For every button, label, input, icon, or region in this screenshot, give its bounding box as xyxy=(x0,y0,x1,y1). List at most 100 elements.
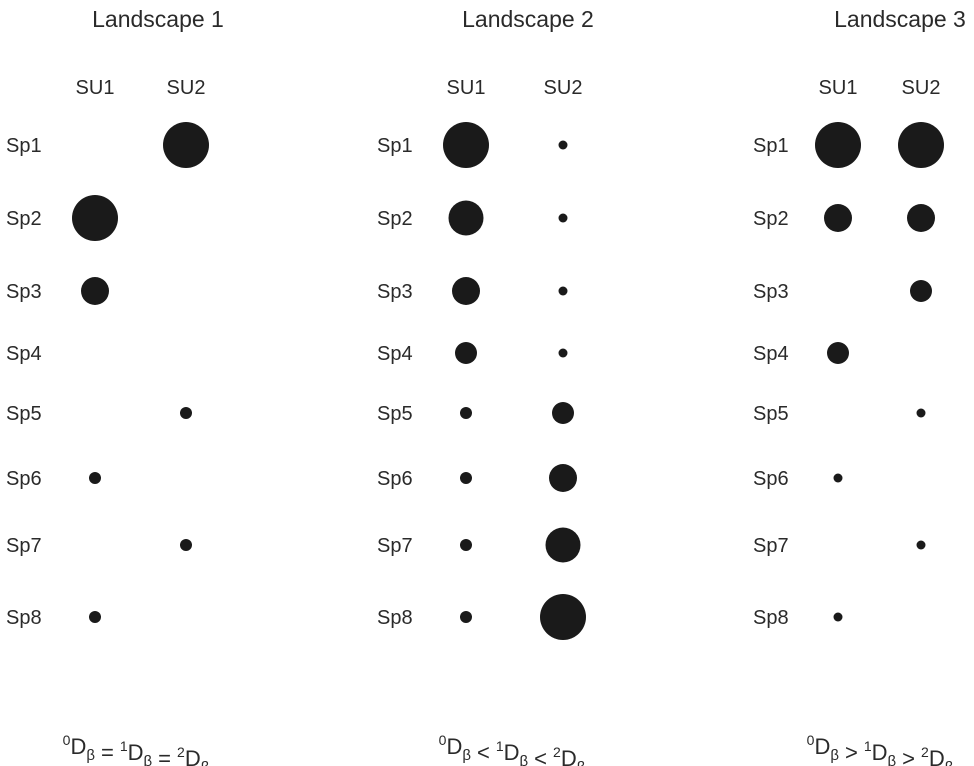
formula-d: D xyxy=(70,734,86,759)
abundance-dot-sp4-su1 xyxy=(827,342,849,364)
abundance-dot-sp8-su2 xyxy=(540,594,586,640)
formula-beta-subscript: β xyxy=(462,747,471,764)
abundance-dot-sp2-su1 xyxy=(72,195,118,241)
formula-operator: = xyxy=(101,740,114,765)
abundance-dot-sp3-su2 xyxy=(558,286,568,296)
formula-beta-subscript: β xyxy=(888,753,897,766)
abundance-dot-sp5-su2 xyxy=(916,408,926,418)
panel-title: Landscape 3 xyxy=(834,6,966,32)
species-label-sp1: Sp1 xyxy=(377,135,413,157)
formula-order-superscript: 1 xyxy=(864,738,872,754)
diversity-formula: 0Dβ=1Dβ=2Dβ xyxy=(63,732,210,766)
species-label-sp2: Sp2 xyxy=(377,208,413,230)
abundance-dot-sp8-su1 xyxy=(833,612,843,622)
species-label-sp6: Sp6 xyxy=(753,468,789,490)
abundance-dot-sp4-su1 xyxy=(455,342,477,364)
species-label-sp3: Sp3 xyxy=(753,281,789,303)
formula-d: D xyxy=(814,734,830,759)
species-label-sp4: Sp4 xyxy=(377,343,413,365)
abundance-dot-sp8-su1 xyxy=(89,611,101,623)
formula-d: D xyxy=(929,746,945,766)
formula-beta-subscript: β xyxy=(201,759,210,766)
abundance-dot-sp4-su2 xyxy=(558,348,568,358)
species-label-sp1: Sp1 xyxy=(6,135,42,157)
species-label-sp6: Sp6 xyxy=(377,468,413,490)
formula-d: D xyxy=(872,740,888,765)
species-label-sp8: Sp8 xyxy=(377,607,413,629)
abundance-dot-sp1-su1 xyxy=(815,122,861,168)
formula-operator: < xyxy=(534,746,547,766)
diversity-formula: 0Dβ>1Dβ>2Dβ xyxy=(807,732,954,766)
abundance-dot-sp5-su2 xyxy=(180,407,192,419)
formula-beta-subscript: β xyxy=(577,759,586,766)
diversity-formula: 0Dβ<1Dβ<2Dβ xyxy=(439,732,586,766)
abundance-dot-sp1-su2 xyxy=(558,140,568,150)
formula-order-superscript: 1 xyxy=(120,738,128,754)
formula-beta-subscript: β xyxy=(520,753,529,766)
abundance-dot-sp8-su1 xyxy=(460,611,472,623)
species-label-sp4: Sp4 xyxy=(753,343,789,365)
abundance-dot-sp5-su2 xyxy=(552,402,574,424)
species-label-sp3: Sp3 xyxy=(6,281,42,303)
species-label-sp1: Sp1 xyxy=(753,135,789,157)
formula-operator: < xyxy=(477,740,490,765)
formula-beta-subscript: β xyxy=(144,753,153,766)
abundance-dot-sp7-su1 xyxy=(460,539,472,551)
species-label-sp7: Sp7 xyxy=(377,535,413,557)
species-label-sp2: Sp2 xyxy=(6,208,42,230)
formula-order-superscript: 2 xyxy=(177,744,185,760)
species-label-sp2: Sp2 xyxy=(753,208,789,230)
formula-order-superscript: 1 xyxy=(496,738,504,754)
formula-operator: > xyxy=(845,740,858,765)
formula-order-superscript: 0 xyxy=(807,732,815,748)
species-label-sp8: Sp8 xyxy=(6,607,42,629)
formula-d: D xyxy=(561,746,577,766)
landscape-panel-3: Landscape 3 SU1 SU2 Sp1 Sp2 Sp3 Sp4 Sp5 Sp6 Sp7 Sp… xyxy=(753,6,966,766)
abundance-dot-sp2-su2 xyxy=(558,213,568,223)
abundance-dot-sp6-su1 xyxy=(89,472,101,484)
species-label-sp7: Sp7 xyxy=(6,535,42,557)
formula-d: D xyxy=(504,740,520,765)
abundance-dot-sp1-su2 xyxy=(898,122,944,168)
formula-beta-subscript: β xyxy=(830,747,839,764)
species-label-sp5: Sp5 xyxy=(6,403,42,425)
column-header-su1: SU1 xyxy=(819,77,858,99)
landscape-panel-2: Landscape 2 SU1 SU2 Sp1 Sp2 Sp3 Sp4 Sp5 Sp6 Sp7 Sp… xyxy=(377,6,594,766)
abundance-dot-sp3-su2 xyxy=(910,280,932,302)
formula-operator: = xyxy=(158,746,171,766)
abundance-dot-sp6-su1 xyxy=(460,472,472,484)
species-label-sp8: Sp8 xyxy=(753,607,789,629)
species-label-sp7: Sp7 xyxy=(753,535,789,557)
species-label-sp5: Sp5 xyxy=(377,403,413,425)
formula-d: D xyxy=(185,746,201,766)
abundance-dot-sp2-su2 xyxy=(907,204,935,232)
formula-order-superscript: 2 xyxy=(553,744,561,760)
formula-d: D xyxy=(446,734,462,759)
formula-order-superscript: 0 xyxy=(439,732,447,748)
landscape-panel-1: Landscape 1 SU1 SU2 Sp1 Sp2 Sp3 Sp4 Sp5 Sp6 Sp7 Sp… xyxy=(6,6,224,766)
abundance-dot-sp6-su2 xyxy=(549,464,577,492)
formula-beta-subscript: β xyxy=(86,747,95,764)
abundance-dot-sp1-su2 xyxy=(163,122,209,168)
abundance-dot-sp2-su1 xyxy=(448,200,484,236)
abundance-dot-sp3-su1 xyxy=(452,277,480,305)
formula-beta-subscript: β xyxy=(945,759,954,766)
panel-title: Landscape 1 xyxy=(92,6,224,32)
abundance-dot-sp7-su2 xyxy=(180,539,192,551)
column-header-su1: SU1 xyxy=(76,77,115,99)
species-label-sp4: Sp4 xyxy=(6,343,42,365)
species-label-sp5: Sp5 xyxy=(753,403,789,425)
abundance-dot-sp2-su1 xyxy=(824,204,852,232)
panel-title: Landscape 2 xyxy=(462,6,594,32)
column-header-su2: SU2 xyxy=(544,77,583,99)
abundance-dot-sp6-su1 xyxy=(833,473,843,483)
column-header-su2: SU2 xyxy=(902,77,941,99)
formula-order-superscript: 0 xyxy=(63,732,71,748)
abundance-dot-sp7-su2 xyxy=(916,540,926,550)
formula-d: D xyxy=(128,740,144,765)
species-label-sp6: Sp6 xyxy=(6,468,42,490)
formula-operator: > xyxy=(902,746,915,766)
abundance-dot-sp1-su1 xyxy=(443,122,489,168)
formula-order-superscript: 2 xyxy=(921,744,929,760)
